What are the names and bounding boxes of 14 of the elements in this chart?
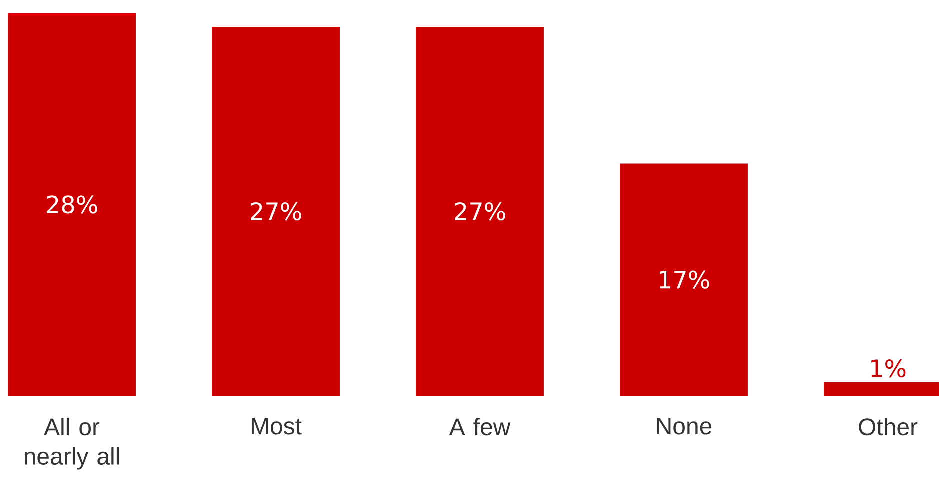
data-label: 27% <box>251 202 302 221</box>
data-label: 27% <box>455 202 506 221</box>
bar <box>8 13 136 396</box>
data-label: 28% <box>47 196 98 214</box>
bar <box>620 164 748 396</box>
x-tick-label: All or nearly all <box>24 418 120 470</box>
x-tick-label: Other <box>859 418 918 436</box>
x-tick-label: Most <box>252 418 302 435</box>
bar <box>212 27 340 396</box>
x-tick-label: A few <box>449 418 511 436</box>
data-label: 17% <box>660 270 710 289</box>
data-label: 1% <box>872 359 906 378</box>
x-tick-label: None <box>657 418 712 435</box>
bar <box>416 27 544 396</box>
